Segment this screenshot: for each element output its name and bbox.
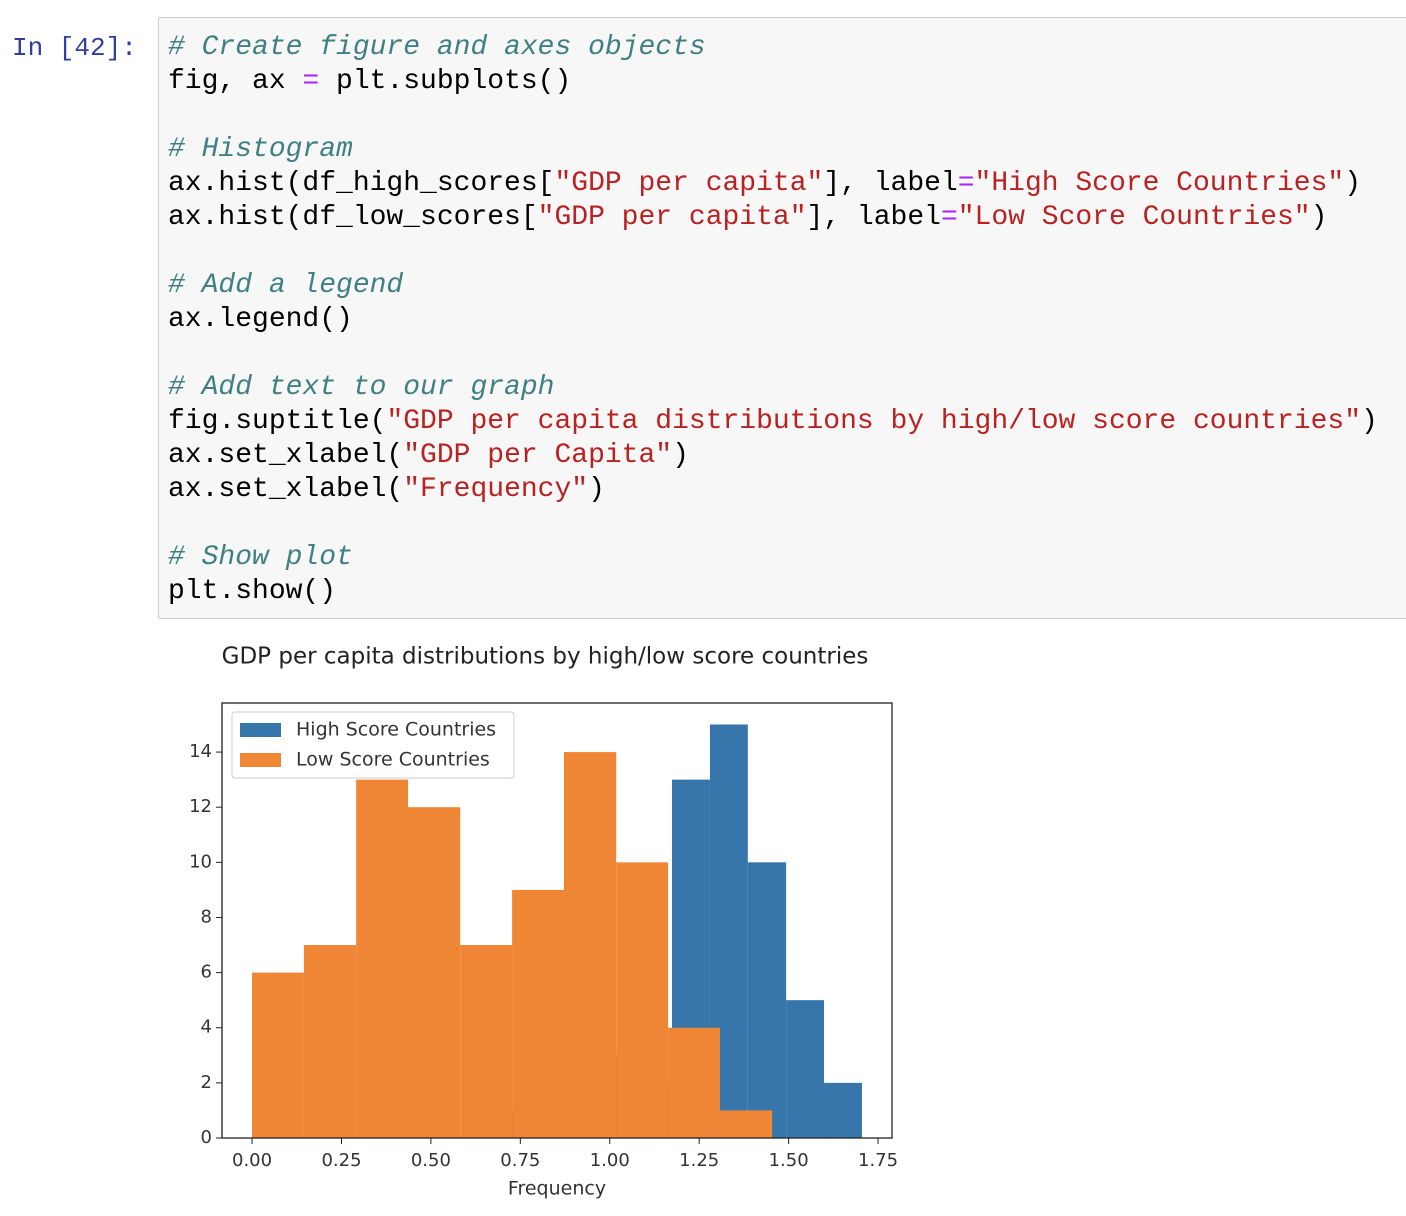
code-token: # Add a legend	[168, 270, 404, 301]
code-token: ax.hist(df_low_scores[	[168, 202, 538, 233]
code-line: ax.hist(df_low_scores["GDP per capita"],…	[168, 201, 1378, 235]
y-tick-label: 4	[201, 1017, 212, 1038]
code-line: # Add a legend	[168, 269, 1378, 303]
y-tick-label: 10	[189, 851, 212, 872]
code-line: fig.suptitle("GDP per capita distributio…	[168, 405, 1378, 439]
code-token: )	[1310, 202, 1328, 233]
y-tick-label: 6	[201, 962, 212, 983]
code-token: plt.show()	[168, 576, 337, 607]
code-block: # Histogram ax.hist(df_high_scores["GDP p…	[168, 133, 1378, 235]
code-cell[interactable]	[158, 17, 1406, 619]
cell-prompt: In [42]:	[12, 33, 137, 63]
histogram-bar	[719, 1110, 773, 1138]
y-tick-label: 12	[189, 796, 212, 817]
histogram-bar	[824, 1082, 862, 1138]
code-token: "GDP per capita"	[537, 202, 807, 233]
code-token: "GDP per Capita"	[403, 440, 673, 471]
y-tick-label: 2	[201, 1072, 212, 1093]
code-token: =	[940, 202, 958, 233]
legend-label: High Score Countries	[296, 719, 496, 741]
histogram-bar	[616, 862, 669, 1138]
y-tick-label: 8	[201, 906, 212, 927]
histogram-bar	[252, 972, 304, 1138]
code-token: ], label	[823, 168, 958, 199]
legend-swatch	[240, 723, 281, 737]
code-block: # Add text to our graph fig.suptitle("GDP…	[168, 371, 1378, 507]
code-line: # Add text to our graph	[168, 371, 1378, 405]
code-token: )	[588, 474, 605, 505]
chart-title: GDP per capita distributions by high/low…	[222, 644, 869, 670]
code-block: # Add a legend ax.legend()	[168, 269, 1378, 337]
code-token: plt.subplots()	[319, 66, 572, 97]
code-block: # Show plot plt.show()	[168, 541, 1378, 609]
code-token: ], label	[806, 202, 941, 233]
code-line: # Histogram	[168, 133, 1378, 167]
code-line: ax.hist(df_high_scores["GDP per capita"]…	[168, 167, 1378, 201]
code-token: )	[1344, 168, 1362, 199]
x-tick-label: 0.00	[232, 1150, 272, 1171]
legend-label: Low Score Countries	[296, 749, 490, 771]
code-token: fig, ax	[168, 66, 303, 97]
histogram-bar	[356, 779, 409, 1138]
code-line: ax.set_xlabel("Frequency")	[168, 473, 1378, 507]
code-token: "Frequency"	[403, 474, 589, 505]
code-token: # Create figure and axes objects	[168, 32, 706, 63]
histogram-bar	[512, 889, 564, 1138]
code-line: fig, ax = plt.subplots()	[168, 65, 1378, 99]
y-tick-label: 14	[189, 741, 212, 762]
code-token: =	[957, 168, 975, 199]
x-tick-label: 1.75	[858, 1150, 898, 1171]
code-token: "High Score Countries"	[974, 168, 1345, 199]
x-axis-label: Frequency	[508, 1178, 606, 1200]
x-tick-label: 1.50	[769, 1150, 809, 1171]
histogram-bar	[460, 945, 513, 1138]
code-token: fig.suptitle(	[168, 406, 387, 437]
code-token: # Add text to our graph	[168, 372, 555, 403]
code-token: ax.set_xlabel(	[168, 440, 404, 471]
code-line: # Create figure and axes objects	[168, 31, 1378, 65]
y-tick-label: 0	[201, 1127, 212, 1148]
code-token: ax.legend()	[168, 304, 353, 335]
legend-swatch	[240, 753, 281, 767]
code-token: "GDP per capita distributions by high/lo…	[386, 406, 1361, 437]
code-token: )	[672, 440, 689, 471]
code-token: # Show plot	[168, 542, 353, 573]
code-block: # Create figure and axes objects fig, ax …	[168, 31, 1378, 99]
code: # Create figure and axes objects fig, ax …	[168, 31, 1378, 643]
code-token: "GDP per capita"	[554, 168, 824, 199]
code-token: )	[1361, 406, 1378, 437]
code-token: =	[302, 66, 320, 97]
histogram-bar	[747, 862, 787, 1138]
code-line: # Show plot	[168, 541, 1378, 575]
x-tick-label: 0.50	[411, 1150, 451, 1171]
code-line: plt.show()	[168, 575, 1378, 609]
code-token: ax.set_xlabel(	[168, 474, 404, 505]
histogram-bar	[303, 945, 357, 1138]
x-tick-label: 1.00	[590, 1150, 630, 1171]
legend-box	[231, 711, 515, 779]
code-line: ax.legend()	[168, 303, 1378, 337]
histogram-bar	[786, 1000, 825, 1138]
code-token: # Histogram	[168, 134, 353, 165]
code-line: ax.set_xlabel("GDP per Capita")	[168, 439, 1378, 473]
histogram-bar	[408, 807, 461, 1138]
axes-frame	[221, 702, 893, 1139]
histogram-bar	[668, 1027, 720, 1138]
x-tick-label: 1.25	[679, 1150, 719, 1171]
histogram-bar	[563, 752, 617, 1138]
x-tick-label: 0.75	[500, 1150, 540, 1171]
code-token: "Low Score Countries"	[957, 202, 1311, 233]
code-token: ax.hist(df_high_scores[	[168, 168, 555, 199]
x-tick-label: 0.25	[321, 1150, 361, 1171]
